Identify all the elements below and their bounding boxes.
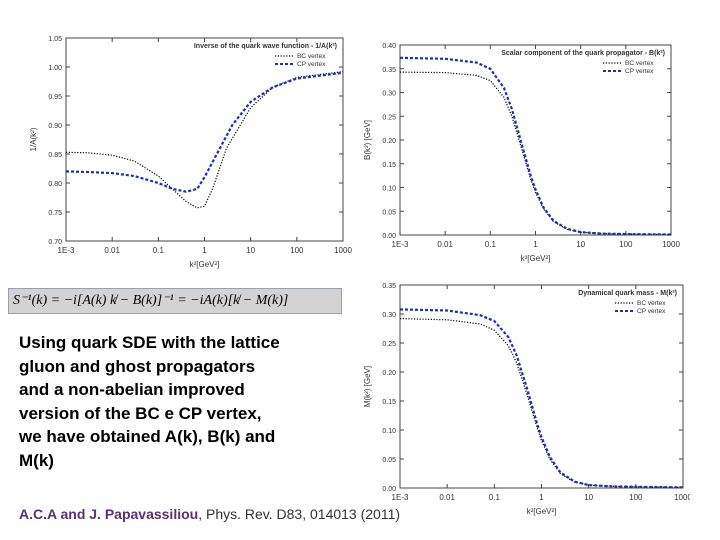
y-tick-label: 0.35: [382, 283, 396, 290]
x-tick-label: 0.1: [485, 240, 497, 249]
y-tick-label: 0.40: [382, 43, 396, 50]
y-tick-label: 0.00: [382, 233, 396, 240]
x-tick-label: 1000: [334, 246, 352, 255]
y-tick-label: 0.70: [48, 239, 62, 246]
y-tick-label: 1.00: [48, 65, 62, 72]
y-tick-label: 0.05: [382, 209, 396, 216]
x-tick-label: 10: [576, 240, 585, 249]
y-axis-label: 1/A(k²): [29, 127, 38, 151]
y-tick-label: 0.90: [48, 123, 62, 130]
citation: A.C.A and J. Papavassiliou, Phys. Rev. D…: [19, 505, 419, 523]
x-tick-label: 100: [290, 246, 304, 255]
legend-entry: BC vertex: [297, 53, 326, 60]
y-tick-label: 0.05: [382, 457, 396, 464]
chart-title: Dynamical quark mass - M(k²): [578, 290, 677, 297]
y-tick-label: 0.30: [382, 312, 396, 319]
legend-entry: BC vertex: [625, 60, 654, 67]
x-tick-label: 1: [539, 493, 544, 502]
x-tick-label: 1000: [662, 240, 680, 249]
y-tick-label: 0.20: [382, 370, 396, 377]
x-tick-label: 1000: [674, 493, 690, 502]
x-axis-label: k²[GeV²]: [527, 507, 557, 516]
x-tick-label: 100: [629, 493, 643, 502]
y-tick-label: 0.15: [382, 162, 396, 169]
y-tick-label: 0.20: [382, 138, 396, 145]
wave-function-chart: 1E-3 0.01 0.1 1 10 100 1000 0.70 0.75 0.80 0.85 0.9…: [29, 36, 352, 269]
plot-frame: [399, 284, 684, 489]
y-axis-label: B(k²) [GeV]: [363, 120, 372, 160]
y-tick-label: 1.05: [48, 36, 62, 43]
legend-entry: CP vertex: [297, 61, 326, 68]
series-line-bc-vertex: [399, 318, 684, 488]
y-tick-label: 0.10: [382, 186, 396, 193]
y-tick-label: 0.10: [382, 428, 396, 435]
scalar-component-chart: 1E-3 0.01 0.1 1 10 100 1000 0.00 0.05 0.10 0.15 0.2…: [363, 43, 680, 263]
x-tick-label: 0.1: [489, 493, 501, 502]
y-tick-label: 0.85: [48, 152, 62, 159]
citation-authors: A.C.A and J. Papavassiliou: [19, 506, 199, 522]
series-line-cp-vertex: [399, 56, 672, 236]
series-line-bc-vertex: [399, 71, 672, 236]
x-tick-label: 100: [619, 240, 633, 249]
x-axis-label: k²[GeV²]: [521, 254, 551, 263]
y-tick-label: 0.15: [382, 399, 396, 406]
x-axis-label: k²[GeV²]: [190, 260, 220, 269]
x-tick-label: 1E-3: [392, 493, 409, 502]
y-tick-label: 0.95: [48, 94, 62, 101]
y-tick-label: 0.80: [48, 181, 62, 188]
x-tick-label: 0.1: [153, 246, 165, 255]
series-line-cp-vertex: [399, 308, 684, 489]
chart-title: Scalar component of the quark propagator…: [501, 50, 665, 57]
x-tick-label: 0.01: [104, 246, 120, 255]
citation-reference: Phys. Rev. D83, 014013 (2011): [206, 506, 401, 522]
y-tick-label: 0.30: [382, 91, 396, 98]
y-axis-label: M(k²) [GeV]: [363, 366, 372, 407]
legend-entry: CP vertex: [637, 308, 666, 315]
propagator-formula: S⁻¹(k) = −i[A(k) k̸ − B(k)]⁻¹ = −iA(k)[k…: [8, 288, 342, 314]
legend-entry: CP vertex: [625, 68, 654, 75]
plot-frame: [65, 37, 344, 242]
result-description: Using quark SDE with the lattice gluon a…: [19, 333, 280, 470]
x-tick-label: 1: [202, 246, 207, 255]
x-tick-label: 10: [246, 246, 255, 255]
y-tick-label: 0.25: [382, 341, 396, 348]
citation-separator: ,: [198, 506, 206, 522]
x-tick-label: 1: [533, 240, 538, 249]
x-tick-label: 10: [584, 493, 593, 502]
y-tick-label: 0.25: [382, 114, 396, 121]
series-line-bc-vertex: [65, 71, 344, 209]
x-tick-label: 0.01: [439, 493, 455, 502]
chart-title: Inverse of the quark wave function - 1/A…: [194, 43, 337, 50]
x-tick-label: 1E-3: [392, 240, 409, 249]
x-tick-label: 1E-3: [58, 246, 75, 255]
y-tick-label: 0.75: [48, 210, 62, 217]
y-tick-label: 0.00: [382, 486, 396, 493]
series-line-cp-vertex: [65, 71, 344, 193]
x-tick-label: 0.01: [437, 240, 453, 249]
legend-entry: BC vertex: [637, 300, 666, 307]
quark-mass-chart: 1E-3 0.01 0.1 1 10 100 1000 0.00 0.05 0.10 0.15 0.2…: [363, 283, 690, 516]
y-tick-label: 0.35: [382, 67, 396, 74]
